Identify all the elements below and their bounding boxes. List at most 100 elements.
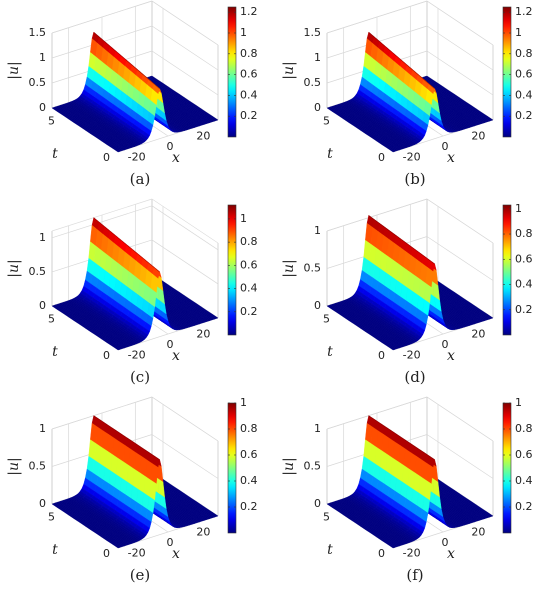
colorbar [502, 6, 512, 138]
z-tick-label: 1 [39, 51, 46, 64]
colorbar-tick-label: 1 [240, 396, 247, 409]
x-tick-label: 20 [471, 129, 485, 142]
panel-label: (d) [404, 368, 425, 386]
y-axis-label: t [327, 344, 333, 360]
colorbar-tick-label: 0.6 [515, 252, 533, 265]
colorbar-tick-label: 0.8 [515, 422, 533, 435]
y-axis-label: t [327, 542, 333, 558]
colorbar-tick-label: 0.2 [515, 500, 533, 513]
z-tick-label: 0.5 [29, 76, 47, 89]
x-tick-label: 0 [167, 338, 174, 351]
ridge-crest [368, 31, 435, 89]
grid-line [426, 198, 494, 244]
colorbar-tick-label: 0.2 [240, 109, 258, 122]
colorbar [502, 204, 512, 336]
z-tick-label: 1 [39, 231, 46, 244]
colorbar-tick-label: 0.6 [240, 448, 258, 461]
colorbar-tick-label: 0.8 [240, 235, 258, 248]
colorbar-tick-label: 0.4 [515, 88, 533, 101]
surface [51, 31, 219, 153]
colorbar-tick-label: 0.4 [240, 282, 258, 295]
y-tick-label: 0 [378, 349, 385, 362]
colorbar-tick-label: 0.6 [515, 448, 533, 461]
colorbar-tick-label: 0.4 [515, 278, 533, 291]
x-axis-label: x [447, 546, 455, 562]
z-axis-label: |u| [281, 259, 297, 277]
colorbar-tick-label: 0.8 [515, 47, 533, 60]
surface [51, 217, 219, 351]
x-axis-label: x [447, 348, 455, 364]
colorbar-tick-label: 1 [240, 26, 247, 39]
y-tick-label: 0 [103, 349, 110, 362]
x-tick-label: 20 [471, 525, 485, 538]
z-tick-label: 0 [314, 497, 321, 510]
x-tick-label: 20 [196, 525, 210, 538]
ridge-crest [93, 31, 160, 89]
x-tick-label: -20 [128, 547, 146, 560]
colorbar-tick-label: 0.8 [240, 422, 258, 435]
y-tick-label: 5 [48, 114, 55, 127]
x-tick-label: 20 [196, 327, 210, 340]
y-tick-label: 0 [103, 151, 110, 164]
colorbar [227, 6, 237, 138]
grid-line [426, 0, 494, 46]
z-tick-label: 1 [314, 224, 321, 237]
y-tick-label: 5 [323, 510, 330, 523]
colorbar-tick-label: 1 [515, 202, 522, 215]
z-tick-label: 1 [39, 422, 46, 435]
x-axis-label: x [172, 546, 180, 562]
z-tick-label: 0.5 [304, 76, 322, 89]
y-axis-label: t [52, 146, 58, 162]
panel-label: (c) [130, 368, 150, 386]
y-tick-label: 5 [323, 114, 330, 127]
colorbar-tick-label: 0.8 [515, 227, 533, 240]
colorbar-tick-label: 1.2 [515, 5, 533, 18]
x-tick-label: -20 [403, 151, 421, 164]
colorbar-tick-label: 0.6 [240, 258, 258, 271]
surface-cell [112, 147, 121, 153]
z-tick-label: 1.5 [29, 26, 47, 39]
panel-label: (f) [406, 566, 423, 584]
z-tick-label: 0.5 [29, 265, 47, 278]
y-tick-label: 5 [48, 312, 55, 325]
panel-label: (a) [130, 170, 151, 188]
panel-label: (b) [404, 170, 425, 188]
colorbar [502, 402, 512, 534]
z-axis-label: |u| [6, 259, 22, 277]
z-tick-label: 0 [39, 497, 46, 510]
y-tick-label: 5 [48, 510, 55, 523]
z-tick-label: 1 [314, 422, 321, 435]
z-axis-label: |u| [6, 457, 22, 475]
x-tick-label: 0 [442, 140, 449, 153]
z-tick-label: 0.5 [29, 460, 47, 473]
z-tick-label: 1.5 [304, 26, 322, 39]
x-tick-label: 20 [196, 129, 210, 142]
y-tick-label: 0 [378, 547, 385, 560]
x-tick-label: 20 [471, 327, 485, 340]
colorbar-tick-label: 0.4 [240, 88, 258, 101]
y-axis-label: t [327, 146, 333, 162]
grid-line [151, 0, 219, 46]
z-tick-label: 0 [39, 101, 46, 114]
surface-cell [387, 147, 396, 153]
colorbar-tick-label: 1 [515, 396, 522, 409]
grid-line [151, 239, 219, 285]
x-tick-label: -20 [403, 547, 421, 560]
x-tick-label: 0 [167, 140, 174, 153]
grid-line [426, 25, 494, 71]
z-tick-label: 0 [314, 299, 321, 312]
z-axis-label: |u| [281, 457, 297, 475]
x-tick-label: -20 [128, 349, 146, 362]
grid-line [151, 205, 219, 251]
x-tick-label: -20 [403, 349, 421, 362]
z-tick-label: 0.5 [304, 460, 322, 473]
z-axis-label: |u| [6, 61, 22, 79]
colorbar [227, 204, 237, 336]
colorbar-tick-label: 0.2 [515, 303, 533, 316]
